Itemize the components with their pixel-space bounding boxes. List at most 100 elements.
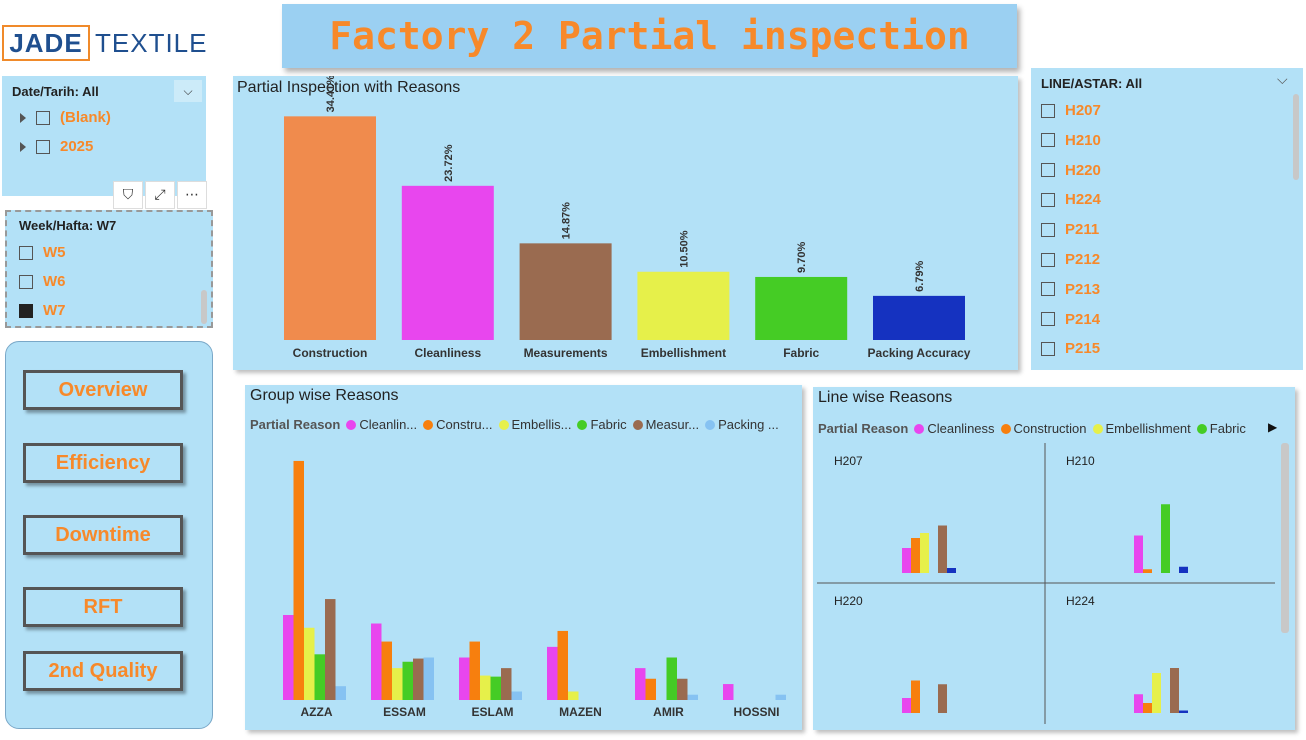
- legend-item[interactable]: Constru...: [423, 417, 493, 432]
- category-label: ESSAM: [383, 705, 426, 719]
- filter-icon[interactable]: ⛉: [113, 181, 143, 209]
- data-label: 23.72%: [443, 144, 455, 182]
- legend-label: Cleanlin...: [359, 417, 418, 432]
- legend-label: Constru...: [436, 417, 493, 432]
- legend-title: Partial Reason: [818, 421, 909, 436]
- legend-next-icon[interactable]: ▶: [1268, 420, 1278, 434]
- panel-title: H210: [1066, 454, 1095, 468]
- line-item-label: P214: [1065, 310, 1101, 328]
- legend-item[interactable]: Embellis...: [498, 417, 571, 432]
- legend-dot: [914, 423, 925, 434]
- checkbox[interactable]: [1041, 163, 1055, 178]
- expand-caret-icon[interactable]: [20, 141, 26, 152]
- line-item-label: P211: [1065, 221, 1100, 239]
- week-item-w6[interactable]: W6: [19, 273, 66, 290]
- bar: [293, 460, 304, 700]
- week-slicer[interactable]: Week/Hafta: W7 W5 W6 W7: [5, 210, 213, 328]
- bar: [304, 627, 315, 700]
- legend-item[interactable]: Fabric: [1196, 421, 1246, 436]
- line-item-p215[interactable]: P215: [1041, 340, 1100, 357]
- partial-inspection-chart-panel: Partial Inspection with Reasons 34.41% Co…: [233, 76, 1018, 370]
- legend-item[interactable]: Packing ...: [705, 417, 779, 432]
- checkbox[interactable]: [19, 245, 33, 260]
- more-options-icon[interactable]: ⋯: [177, 181, 207, 209]
- bar: [557, 630, 568, 700]
- panel-title: H224: [1066, 594, 1095, 608]
- checkbox[interactable]: [1041, 312, 1055, 327]
- downtime-button[interactable]: Downtime: [23, 515, 183, 555]
- bar: [635, 668, 646, 700]
- rft-button[interactable]: RFT: [23, 587, 183, 627]
- legend-dot: [577, 419, 588, 430]
- line-item-p213[interactable]: P213: [1041, 281, 1100, 298]
- bar: [947, 568, 956, 573]
- date-item-2025[interactable]: 2025: [20, 138, 93, 155]
- chevron-down-icon[interactable]: ⌵: [1277, 72, 1288, 88]
- category-label: Measurements: [524, 346, 608, 360]
- checkbox[interactable]: [36, 110, 50, 125]
- category-label: AZZA: [301, 705, 333, 719]
- date-slicer-title: Date/Tarih: All: [12, 84, 99, 99]
- line-item-p211[interactable]: P211: [1041, 221, 1099, 238]
- line-item-h207[interactable]: H207: [1041, 102, 1101, 119]
- bar: [637, 271, 730, 340]
- checkbox[interactable]: [1041, 252, 1055, 267]
- category-label: HOSSNI: [733, 705, 779, 719]
- bar: [423, 657, 434, 700]
- legend-label: Construction: [1013, 421, 1087, 436]
- legend-item[interactable]: Fabric: [577, 417, 627, 432]
- category-label: Cleanliness: [414, 346, 481, 360]
- panel-title: H207: [834, 454, 863, 468]
- checkbox[interactable]: [1041, 222, 1055, 237]
- checkbox[interactable]: [1041, 192, 1055, 207]
- legend-item[interactable]: Embellishment: [1092, 421, 1191, 436]
- legend-item[interactable]: Cleanliness: [914, 421, 995, 436]
- line-item-p212[interactable]: P212: [1041, 251, 1100, 268]
- expand-caret-icon[interactable]: [20, 112, 26, 123]
- second-quality-button[interactable]: 2nd Quality: [23, 651, 183, 691]
- line-item-p214[interactable]: P214: [1041, 311, 1100, 328]
- group-legend: Partial Reason Cleanlin... Constru... Embe…: [250, 417, 785, 432]
- overview-button[interactable]: Overview: [23, 370, 183, 410]
- checkbox[interactable]: [19, 274, 33, 289]
- partial-inspection-chart: 34.41% Construction 23.72% Cleanliness 14.87…: [284, 76, 971, 360]
- week-item-w5[interactable]: W5: [19, 244, 66, 261]
- checkbox[interactable]: [1041, 133, 1055, 148]
- data-label: 10.50%: [678, 230, 690, 268]
- legend-item[interactable]: Construction: [1000, 421, 1087, 436]
- bar: [413, 658, 424, 700]
- week-scrollbar[interactable]: [201, 290, 207, 324]
- slicer-options-icon[interactable]: ⌵: [174, 80, 202, 102]
- category-label: Embellishment: [641, 346, 726, 360]
- date-slicer[interactable]: Date/Tarih: All ⌵ (Blank) 2025: [2, 76, 206, 196]
- navigation-panel: Overview Efficiency Downtime RFT 2nd Qua…: [5, 341, 213, 729]
- line-item-h220[interactable]: H220: [1041, 162, 1101, 179]
- focus-mode-icon[interactable]: ⤢: [145, 181, 175, 209]
- bar: [911, 538, 920, 573]
- week-item-w7[interactable]: W7: [19, 302, 66, 319]
- bar: [490, 676, 501, 700]
- chart-title: Line wise Reasons: [818, 389, 953, 406]
- line-item-h224[interactable]: H224: [1041, 191, 1101, 208]
- legend-item[interactable]: Cleanlin...: [346, 417, 417, 432]
- efficiency-button[interactable]: Efficiency: [23, 443, 183, 483]
- bar: [920, 533, 929, 573]
- checkbox[interactable]: [1041, 103, 1055, 118]
- bar: [1143, 569, 1152, 573]
- line-slicer[interactable]: LINE/ASTAR: All ⌵ H207 H210 H220 H224 P211 P2…: [1031, 68, 1303, 370]
- checkbox-checked[interactable]: [19, 303, 33, 318]
- legend-dot: [705, 419, 716, 430]
- line-wise-scrollbar[interactable]: [1281, 443, 1289, 633]
- legend-dot: [1196, 423, 1207, 434]
- checkbox[interactable]: [1041, 282, 1055, 297]
- checkbox[interactable]: [1041, 341, 1055, 356]
- checkbox[interactable]: [36, 139, 50, 154]
- date-item-blank[interactable]: (Blank): [20, 109, 111, 126]
- legend-dot: [346, 419, 357, 430]
- line-item-label: H207: [1065, 102, 1101, 119]
- line-item-label: H210: [1065, 131, 1101, 149]
- bar: [501, 668, 512, 700]
- line-scrollbar[interactable]: [1293, 94, 1299, 180]
- line-item-h210[interactable]: H210: [1041, 132, 1101, 149]
- legend-item[interactable]: Measur...: [632, 417, 699, 432]
